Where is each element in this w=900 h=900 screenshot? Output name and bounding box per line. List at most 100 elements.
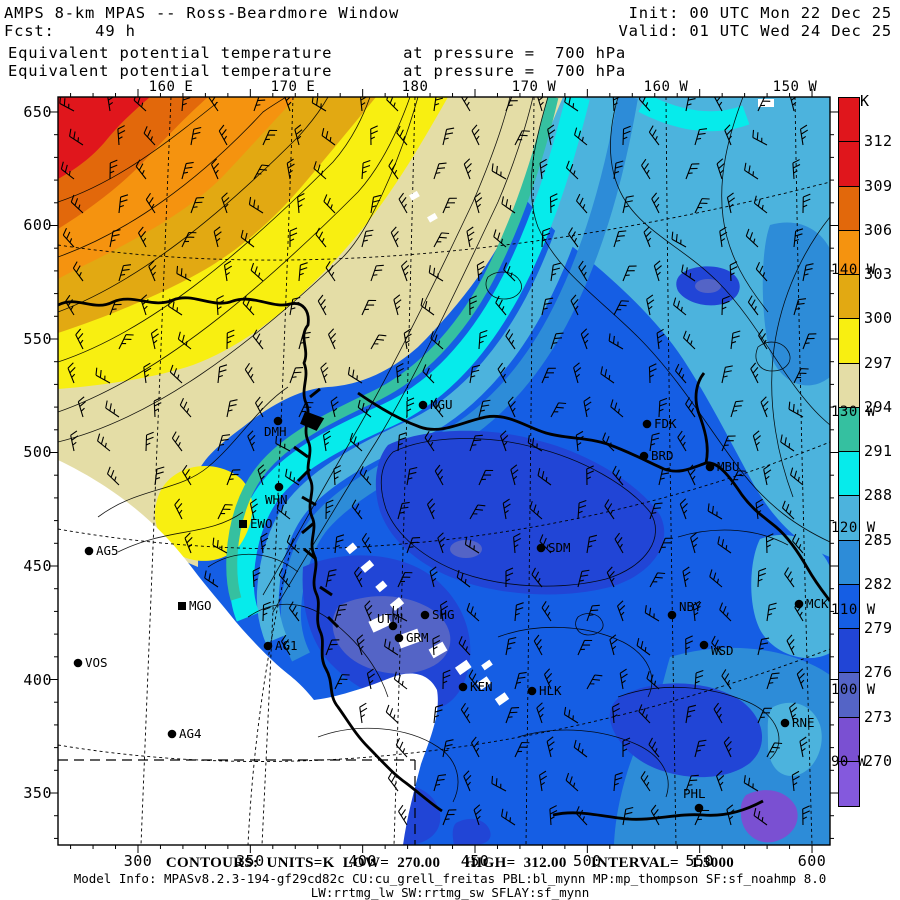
colorbar-value-label: 276 xyxy=(864,663,893,682)
colorbar-cell xyxy=(839,673,859,718)
y-axis-label: 400 xyxy=(23,670,52,689)
station-label-brd: BRD xyxy=(651,448,674,463)
colorbar-cell xyxy=(839,717,859,762)
colorbar-cell xyxy=(839,407,859,452)
top-longitude-label: 150 W xyxy=(772,79,818,95)
colorbar-value-label: 309 xyxy=(864,176,893,195)
field-label-2: Equivalent potential temperature at pres… xyxy=(8,62,627,80)
right-longitude-label: 140 W xyxy=(831,262,876,278)
station-label-rne: RNE xyxy=(792,715,815,730)
station-label-grm: GRM xyxy=(406,630,429,645)
mountain-gaps xyxy=(345,99,774,706)
station-label-mgo: MGO xyxy=(189,598,212,613)
field-label-1: Equivalent potential temperature at pres… xyxy=(8,44,627,62)
right-longitude-label: 90 W xyxy=(831,754,867,770)
colorbar-cell xyxy=(839,230,859,275)
station-label-fdk: FDK xyxy=(654,416,677,431)
x-axis-label: 300 xyxy=(123,852,153,870)
station-markers: AG5 VOS AG4 MGO AG1 DMH WHN EWO NGU FDK BRD MBU SDM N… xyxy=(73,397,829,813)
colorbar-cell xyxy=(839,452,859,497)
forecast-hour: Fcst: 49 h xyxy=(4,22,136,40)
valid-time: Valid: 01 UTC Wed 24 Dec 25 xyxy=(618,22,892,40)
top-longitude-label: 160 E xyxy=(148,79,194,95)
y-axis-label: 450 xyxy=(23,557,52,575)
colorbar-cell xyxy=(839,98,859,143)
station-label-ngu: NGU xyxy=(430,397,453,412)
colorbar-cell xyxy=(839,584,859,629)
top-longitude-label: 160 W xyxy=(643,79,689,95)
station-label-nby: NBY xyxy=(679,599,702,614)
model-info-line1: Model Info: MPASv8.2.3-194-gf29cd82c CU:… xyxy=(73,871,827,886)
station-label-hlk: HLK xyxy=(539,683,562,698)
station-label-ewo: EWO xyxy=(250,516,273,531)
terrain-blank-wedge xyxy=(58,460,438,845)
colorbar-value-label: 294 xyxy=(864,397,893,416)
station-label-wsd: WSD xyxy=(711,643,734,658)
colorbar-value-label: 270 xyxy=(864,751,893,770)
x-axis-label: 450 xyxy=(460,852,490,870)
x-axis-label: 500 xyxy=(573,852,602,870)
colorbar-value-label: 306 xyxy=(864,220,893,239)
colorbar-cell xyxy=(839,540,859,585)
station-label-dmh: DMH xyxy=(264,424,287,439)
colorbar-value-label: 282 xyxy=(864,574,893,593)
colorbar-cell xyxy=(839,142,859,187)
colorbar-cell xyxy=(839,363,859,408)
init-time: Init: 00 UTC Mon 22 Dec 25 xyxy=(628,4,892,22)
x-axis-label: 600 xyxy=(797,852,827,870)
station-label-ag1: AG1 xyxy=(275,638,298,653)
right-longitude-label: 100 W xyxy=(831,682,876,698)
top-longitude-label: 170 W xyxy=(511,79,557,95)
right-longitude-label: 130 W xyxy=(831,404,876,420)
plot-title: AMPS 8-km MPAS -- Ross-Beardmore Window xyxy=(4,4,400,22)
colorbar-value-label: 288 xyxy=(864,486,893,505)
y-axis-label: 500 xyxy=(23,443,52,462)
colorbar-value-label: 300 xyxy=(864,309,893,328)
colorbar-cell xyxy=(839,496,859,541)
colorbar-value-label: 303 xyxy=(864,265,893,283)
station-label-mbu: MBU xyxy=(717,459,740,474)
colorbar-value-label: 273 xyxy=(864,707,893,726)
colorbar-value-label: 312 xyxy=(864,132,893,151)
rock-marks xyxy=(293,387,340,629)
station-label-utm: UTM xyxy=(377,611,400,626)
map-plot-area: AG5 VOS AG4 MGO AG1 DMH WHN EWO NGU FDK BRD MBU SDM N… xyxy=(48,87,840,855)
station-label-ken: KEN xyxy=(470,679,493,694)
colorbar-cell xyxy=(839,275,859,320)
colorbar xyxy=(838,97,860,807)
y-axis-label: 350 xyxy=(23,784,52,802)
y-axis-label: 550 xyxy=(23,329,52,348)
y-axis-label: 600 xyxy=(23,216,52,235)
x-axis-label: 550 xyxy=(685,852,714,870)
colorbar-units-label: K xyxy=(860,92,870,110)
y-axis-label: 650 xyxy=(23,102,52,121)
nest-boundary-dashes xyxy=(58,759,416,845)
colorbar-value-label: 285 xyxy=(864,530,893,549)
colorbar-cell xyxy=(839,319,859,364)
station-label-phl: PHL xyxy=(683,786,706,801)
station-label-sdm: SDM xyxy=(548,540,571,555)
colorbar-cell xyxy=(839,629,859,674)
map-frame xyxy=(57,96,831,846)
top-longitude-label: 180 xyxy=(401,79,429,95)
station-label-ag4: AG4 xyxy=(179,726,202,741)
station-label-ag5: AG5 xyxy=(96,543,119,558)
station-label-vos: VOS xyxy=(85,655,108,670)
x-axis-label: 350 xyxy=(236,852,265,870)
station-label-mck: MCK xyxy=(806,596,829,611)
contour-lines xyxy=(58,97,830,803)
colorbar-value-label: 291 xyxy=(864,442,893,460)
right-longitude-label: 120 W xyxy=(831,520,876,536)
colorbar-value-label: 279 xyxy=(864,619,893,637)
x-axis-label: 400 xyxy=(348,852,377,870)
colorbar-cell xyxy=(839,186,859,231)
top-longitude-label: 170 E xyxy=(270,79,316,95)
colorbar-cell xyxy=(839,761,859,806)
station-label-shg: SHG xyxy=(432,607,455,622)
colorbar-value-label: 297 xyxy=(864,353,893,372)
station-label-whn: WHN xyxy=(265,492,288,507)
coastline xyxy=(58,296,830,821)
model-info-line2: LW:rrtmg_lw SW:rrtmg_sw SFLAY:sf_mynn xyxy=(310,885,590,900)
contours-summary: CONTOURS: UNITS=K LOW= 270.00 HIGH= 312.… xyxy=(165,855,735,871)
